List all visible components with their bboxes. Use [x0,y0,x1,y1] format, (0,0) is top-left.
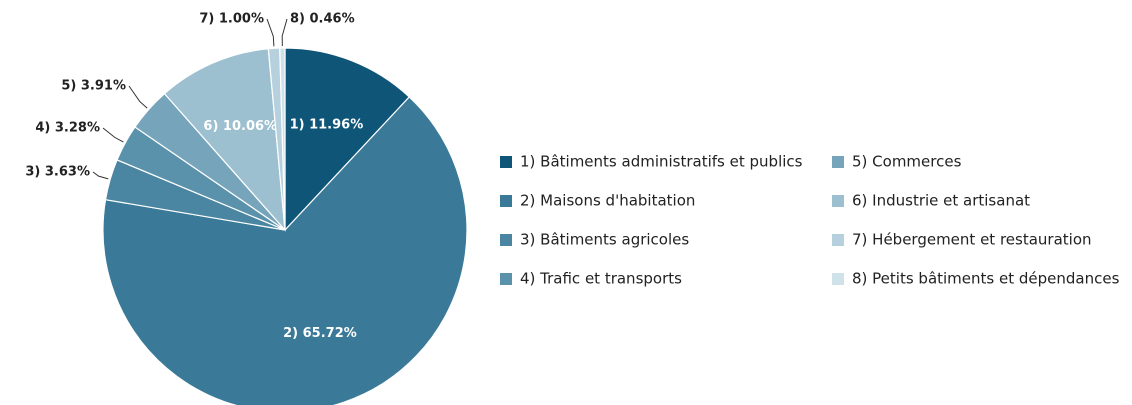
data-label: 3) 3.63% [25,165,90,180]
pie-slice [284,47,411,232]
legend-label: 7) Hébergement et restauration [852,231,1092,249]
legend-label: 5) Commerces [852,153,962,171]
pie-slice [163,48,286,232]
data-label: 7) 1.00% [199,12,264,27]
data-label: 5) 3.91% [61,79,126,94]
legend-swatch [832,156,844,168]
data-label: 2) 65.72% [283,326,357,341]
legend-swatch [832,195,844,207]
legend-label: 8) Petits bâtiments et dépendances [852,270,1120,288]
legend-label: 6) Industrie et artisanat [852,192,1030,210]
legend-swatch [500,234,512,246]
legend-label: 3) Bâtiments agricoles [520,231,689,249]
legend-swatch [832,273,844,285]
legend-label: 4) Trafic et transports [520,270,682,288]
leader-line [102,127,124,143]
leader-line [92,171,109,180]
legend-swatch [500,195,512,207]
data-label: 4) 3.28% [35,121,100,136]
legend-swatch [832,234,844,246]
pie-slice [279,47,286,231]
data-label: 8) 0.46% [290,12,355,27]
leader-line [128,85,148,109]
legend-swatch [500,156,512,168]
data-label: 6) 10.06% [203,119,277,134]
pie-slice [102,96,468,405]
legend-label: 1) Bâtiments administratifs et publics [520,153,803,171]
legend-label: 2) Maisons d'habitation [520,192,695,210]
legend-swatch [500,273,512,285]
leader-line [266,18,275,47]
leader-line [281,18,288,47]
data-label: 1) 11.96% [290,118,364,133]
